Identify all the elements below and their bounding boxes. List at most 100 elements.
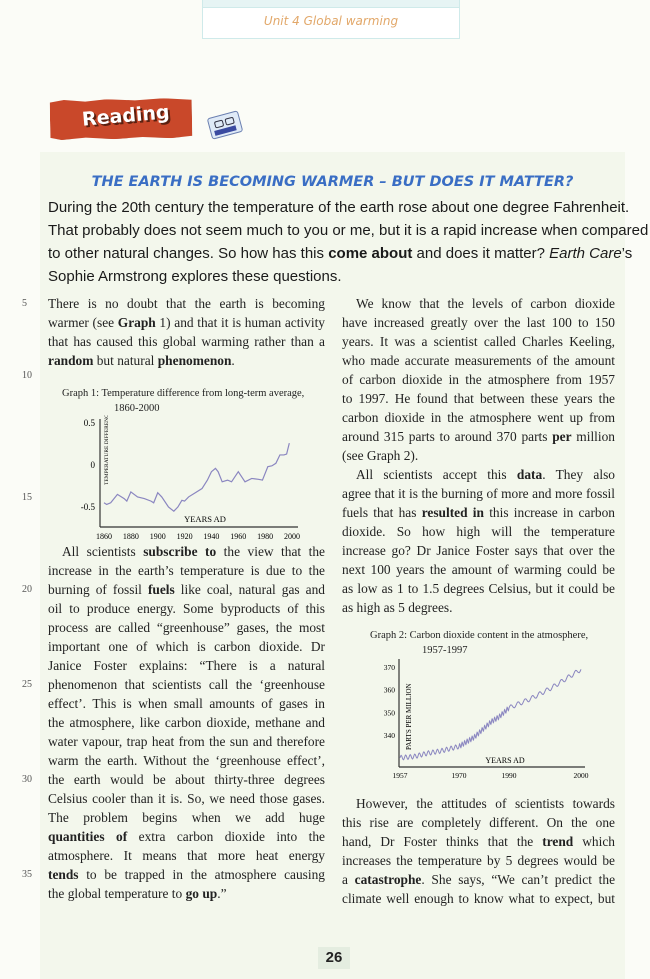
text-line: 25 phenomenon that scientists call the ‘g… bbox=[22, 675, 325, 694]
text-line: effect’. This is when small amounts of g… bbox=[48, 694, 325, 713]
x-tick-label: 1960 bbox=[230, 532, 246, 541]
graph1-title-line2: 1860-2000 bbox=[114, 403, 160, 414]
x-tick-label: 2000 bbox=[574, 771, 589, 780]
y-axis-label: PARTS PER MILLION bbox=[405, 683, 413, 750]
bold-term: fuels bbox=[147, 582, 175, 597]
text-line: We know that the levels of carbon dioxid… bbox=[342, 294, 615, 313]
text-segment: .” bbox=[217, 886, 227, 901]
text-segment: dioxide. So how high will the temperatur… bbox=[342, 524, 615, 539]
line-number: 20 bbox=[22, 584, 32, 595]
text-line: process are called “greenhouse” gases, t… bbox=[48, 618, 325, 637]
right-column-text-1: We know that the levels of carbon dioxid… bbox=[342, 294, 615, 617]
x-tick-label: 1900 bbox=[150, 532, 166, 541]
text-line: as low as 1 to 1.5 degrees Celsius, but … bbox=[342, 579, 615, 598]
text-line: a catastrophe. She says, “We can’t predi… bbox=[342, 870, 615, 889]
text-line: years. It was a scientist called Charles… bbox=[342, 332, 615, 351]
y-tick-label: 370 bbox=[384, 663, 396, 672]
text-segment: phenomenon that scientists call the ‘gre… bbox=[48, 677, 325, 692]
text-segment: Celsius cooler than it is. So, we need t… bbox=[48, 791, 325, 806]
text-line: increases the temperature by 5 degrees w… bbox=[342, 851, 615, 870]
text-segment: (see Graph 2). bbox=[342, 448, 419, 463]
text-line: Janice Foster explains: “There is a natu… bbox=[48, 656, 325, 675]
text-segment: 1) and that it is human activity bbox=[155, 315, 325, 330]
line-number: 5 bbox=[22, 298, 27, 309]
text-segment: a bbox=[342, 872, 355, 887]
text-segment: oil to produce energy. Some byproducts o… bbox=[48, 601, 325, 616]
text-line: that has caused this global warming rath… bbox=[48, 332, 325, 351]
text-line: The problem begins when we add huge bbox=[48, 808, 325, 827]
x-axis-label: YEARS AD bbox=[485, 756, 525, 765]
line-number: 15 bbox=[22, 492, 32, 503]
x-tick-label: 1940 bbox=[203, 532, 219, 541]
text-line: of carbon dioxide in the atmosphere from… bbox=[342, 370, 615, 389]
text-segment: During the 20th century the temperature … bbox=[48, 199, 630, 216]
text-line: the global temperature to go up.” bbox=[48, 884, 325, 903]
x-tick-label: 1957 bbox=[393, 771, 408, 780]
text-line: However, the attitudes of scientists tow… bbox=[342, 794, 615, 813]
text-line: to 1997. He found that between these yea… bbox=[342, 389, 615, 408]
unit-header: Unit 4 Global warming bbox=[202, 0, 460, 39]
x-tick-label: 1970 bbox=[452, 771, 467, 780]
y-tick-label: 360 bbox=[384, 686, 396, 695]
text-line: increase in the earth’s temperature is d… bbox=[48, 561, 325, 580]
text-segment: There is no doubt that the earth is beco… bbox=[48, 296, 325, 311]
italic-text: Earth Care bbox=[549, 245, 622, 262]
bold-term: subscribe to bbox=[143, 544, 217, 559]
temperature-series-line bbox=[103, 443, 290, 513]
bold-term: tends bbox=[48, 867, 79, 882]
text-segment: We know that the levels of carbon dioxid… bbox=[356, 296, 615, 311]
x-tick-label: 1860 bbox=[96, 532, 112, 541]
text-segment: but natural bbox=[93, 353, 158, 368]
text-segment: agree that it is the burning of more and… bbox=[342, 486, 615, 501]
header-decoration bbox=[203, 0, 459, 8]
text-segment: Sophie Armstrong explores these question… bbox=[48, 268, 342, 285]
text-segment: which bbox=[573, 834, 615, 849]
bold-term: go up bbox=[185, 886, 218, 901]
text-segment: the earth would be about thirty-three de… bbox=[48, 772, 325, 787]
text-line: have increased greatly over the last 100… bbox=[342, 313, 615, 332]
bold-term: Graph bbox=[117, 315, 156, 330]
y-tick-label: 340 bbox=[384, 731, 396, 740]
text-line: warm the earth. Without the ‘greenhouse … bbox=[48, 751, 325, 770]
text-segment: like coal, natural gas and bbox=[174, 582, 325, 597]
text-segment: warm the earth. Without the ‘greenhouse … bbox=[48, 753, 325, 768]
y-tick-label: 350 bbox=[384, 708, 396, 717]
x-axis-label: YEARS AD bbox=[184, 514, 226, 524]
text-line: who made accurate measurements of the am… bbox=[342, 351, 615, 370]
text-segment: . They also bbox=[542, 467, 615, 482]
text-segment: have increased greatly over the last 100… bbox=[342, 315, 615, 330]
line-number: 25 bbox=[22, 679, 32, 690]
bold-term: data bbox=[516, 467, 543, 482]
text-segment: . She says, “We can’t predict the bbox=[421, 872, 616, 887]
graph1-temperature-chart: 1860 1880 1900 1920 1940 1960 1980 2000 0.5 0 -0.5… bbox=[81, 415, 300, 541]
text-line: (see Graph 2). bbox=[342, 446, 615, 465]
cassette-icon[interactable] bbox=[206, 110, 244, 140]
text-segment: ’s bbox=[621, 245, 633, 262]
x-tick-label: 2000 bbox=[284, 532, 300, 541]
graph1-title: Graph 1: Temperature difference from lon… bbox=[62, 386, 304, 416]
text-segment: water vapour, trap heat from the sun and… bbox=[48, 734, 325, 749]
text-segment: to be trapped in the atmosphere causing bbox=[78, 867, 325, 882]
text-segment: this rise are completely different. On t… bbox=[342, 815, 615, 830]
text-line: fuels that has resulted in this increase… bbox=[342, 503, 615, 522]
text-line: dioxide. So how high will the temperatur… bbox=[342, 522, 615, 541]
text-segment: this increase in carbon bbox=[483, 505, 615, 520]
bold-term: phenomenon bbox=[157, 353, 232, 368]
text-line: random but natural phenomenon. bbox=[48, 351, 325, 370]
text-segment: extra carbon dioxide into the bbox=[127, 829, 325, 844]
intro-line: Sophie Armstrong explores these question… bbox=[48, 265, 614, 288]
text-segment: That probably does not seem much to you … bbox=[48, 222, 649, 239]
bold-term: random bbox=[48, 353, 94, 368]
text-line: hand, Dr Foster thinks that the trend wh… bbox=[342, 832, 615, 851]
y-tick-label: 0 bbox=[91, 460, 96, 470]
text-line: carbon dioxide in the atmosphere went up… bbox=[342, 408, 615, 427]
text-segment: The problem begins when we add huge bbox=[48, 810, 325, 825]
text-line: as high as 5 degrees. bbox=[342, 598, 615, 617]
right-column-text-2: However, the attitudes of scientists tow… bbox=[342, 794, 615, 908]
text-segment: around 315 parts to around 370 parts bbox=[342, 429, 553, 444]
text-segment: important one of which is carbon dioxide… bbox=[48, 639, 325, 654]
y-tick-label: -0.5 bbox=[81, 502, 96, 512]
text-segment: the atmosphere, like carbon dioxide, met… bbox=[48, 715, 325, 730]
text-segment: to 1997. He found that between these yea… bbox=[342, 391, 615, 406]
text-segment: next 100 years the amount of warming cou… bbox=[342, 562, 615, 577]
